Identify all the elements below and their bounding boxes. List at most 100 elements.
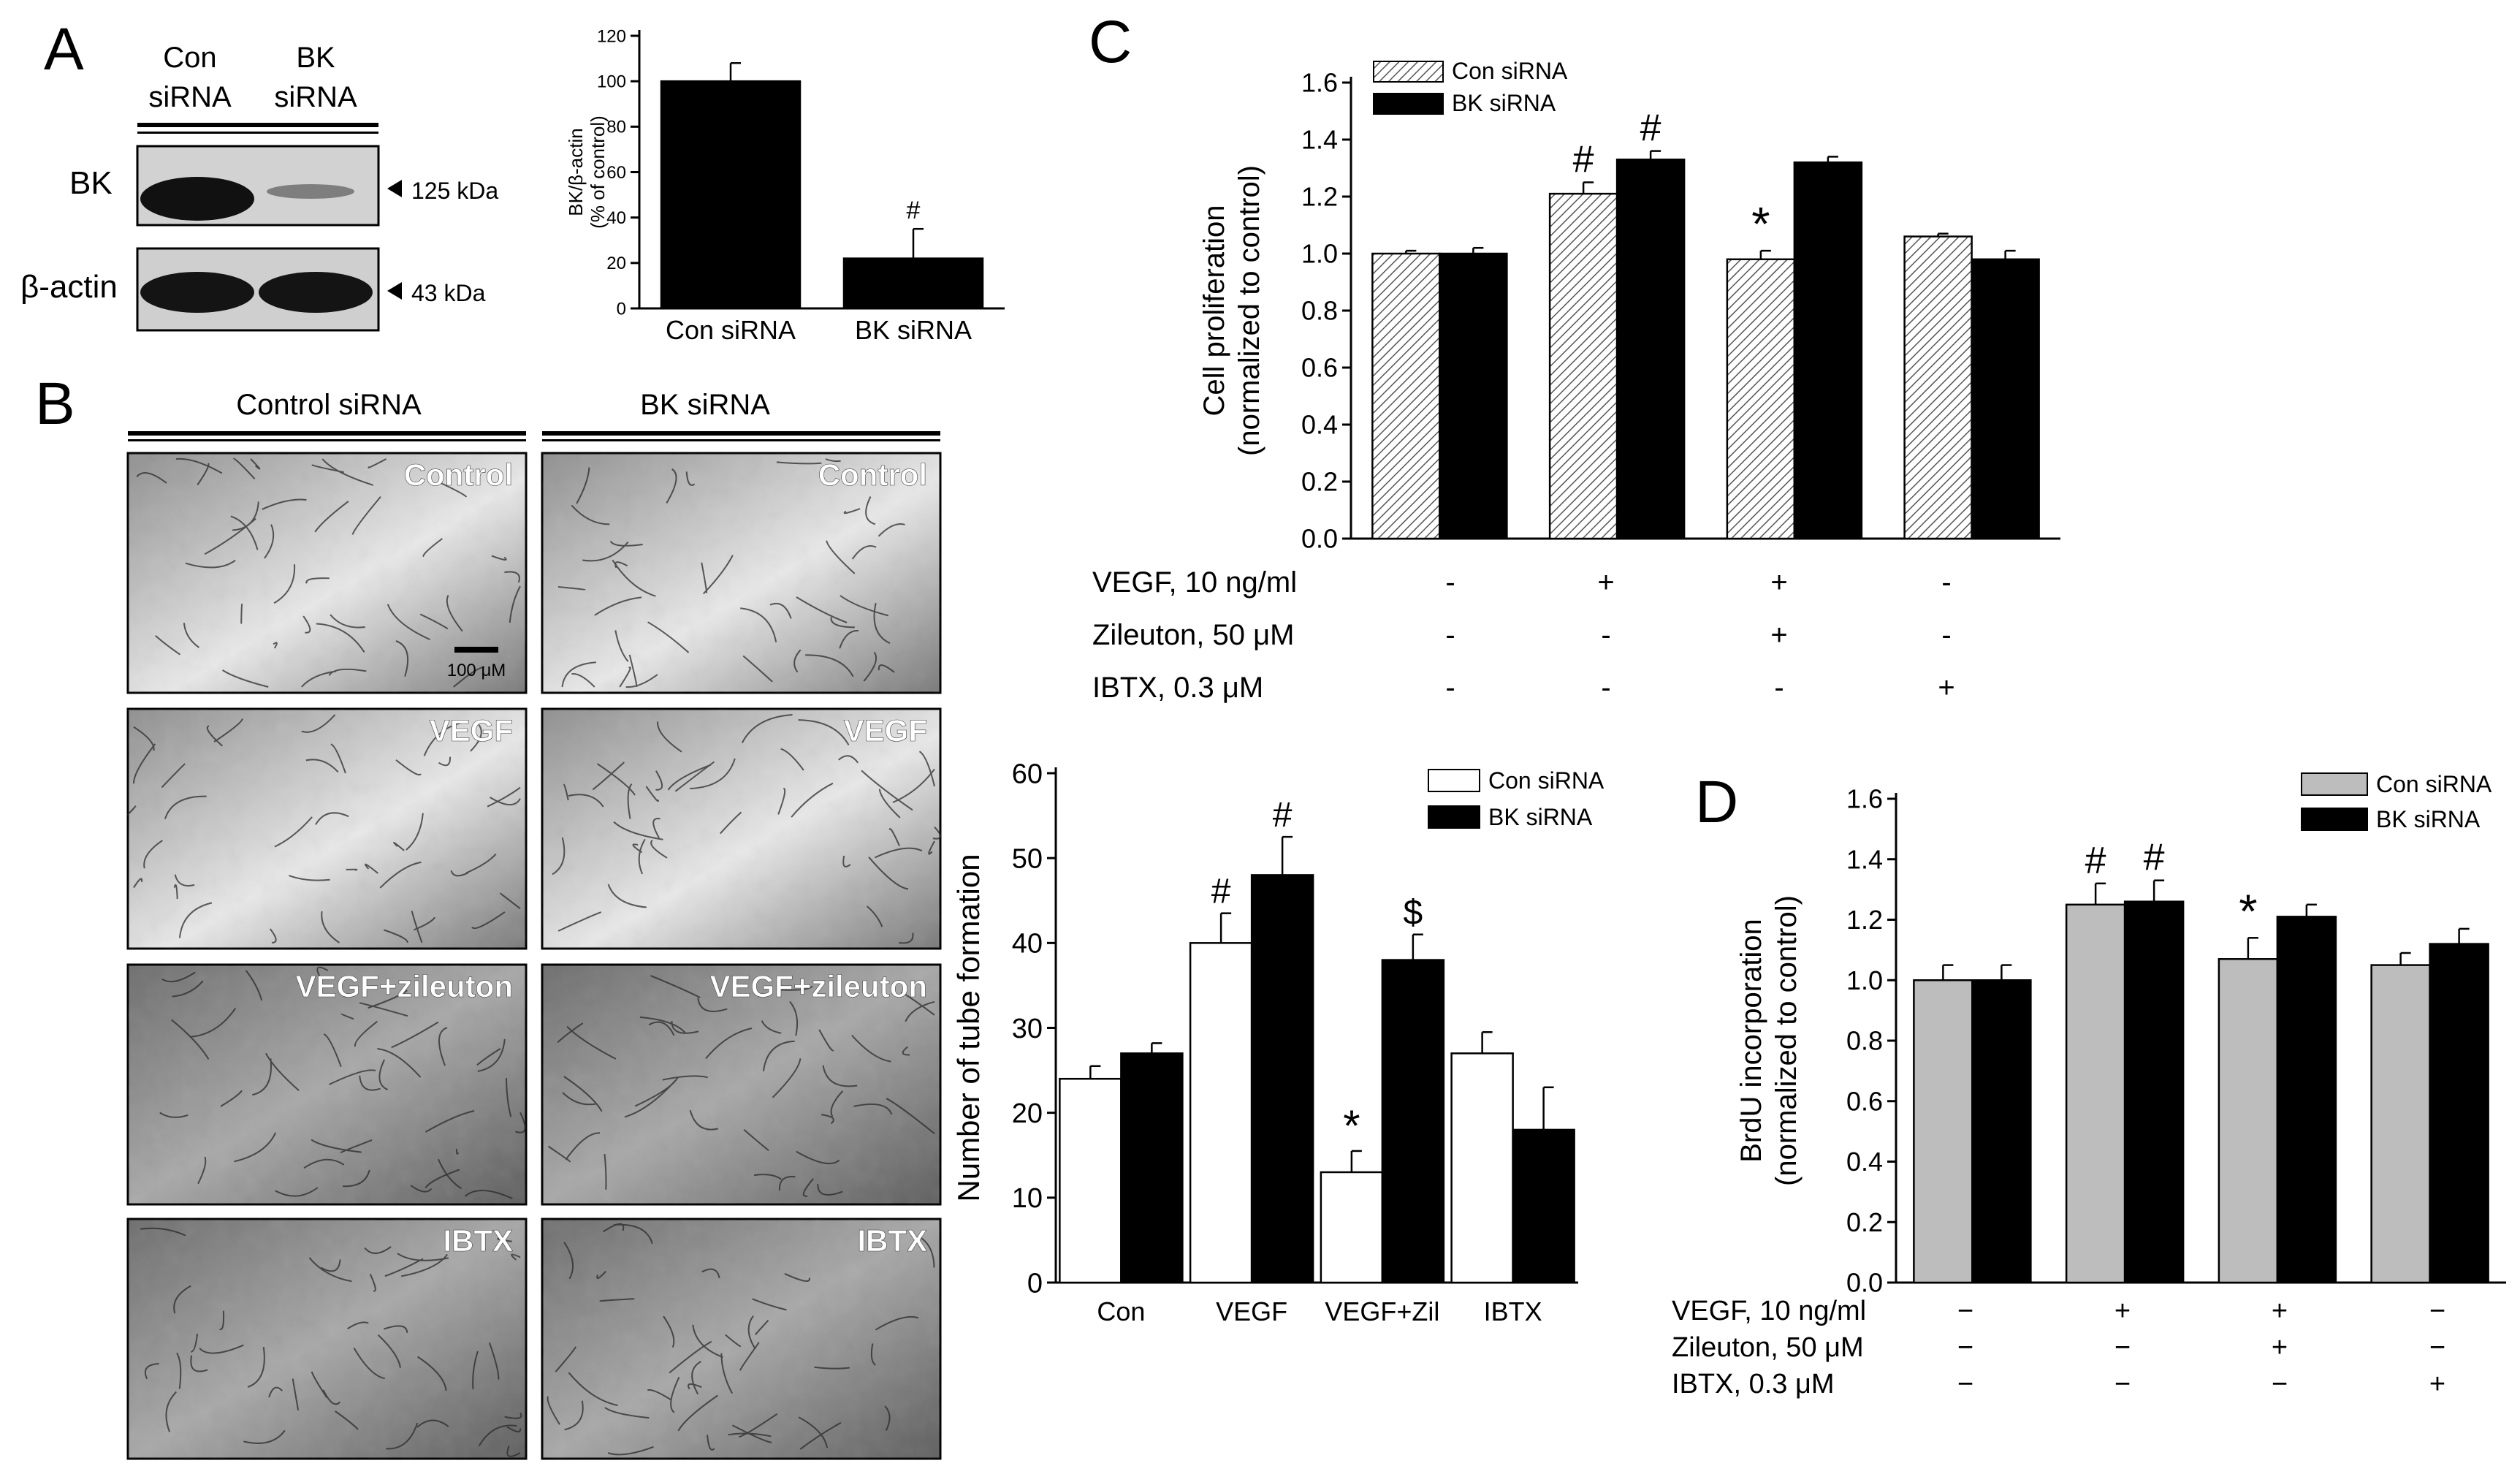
treatment-value: - [1445,566,1455,599]
bar [2429,943,2489,1284]
y-tick-label: 40 [1012,929,1043,960]
blot-size-bk: 125 kDa [411,178,498,204]
lane-label-bk-2: siRNA [274,81,357,113]
x-tick-label: VEGF+Zil [1325,1296,1439,1326]
significance-mark: $ [1404,894,1423,933]
treatment-value: - [1941,566,1951,599]
treatment-value: + [1770,619,1787,651]
y-tick-label: 120 [597,26,626,46]
panel-letter-b: B [35,371,75,437]
treatment-value: - [1601,672,1610,704]
y-tick-label: 100 [597,72,626,92]
x-tick-label: Con siRNA [666,315,796,345]
y-axis-label: BK/β-actin [565,128,587,216]
legend-label: BK siRNA [1488,804,1593,830]
y-tick-label: 1.2 [1301,182,1338,212]
treatment-value: + [1938,672,1954,704]
treatment-value: − [2114,1369,2131,1399]
y-tick-label: 1.0 [1301,239,1338,269]
micrograph-caption: VEGF+zileuton [295,969,513,1003]
y-axis-label: Number of tube formation [951,854,986,1201]
bar [1793,161,1863,540]
treatment-value: - [1445,672,1455,704]
y-axis-label: (normalized to control) [1233,165,1265,456]
y-tick-label: 0.8 [1301,296,1338,326]
scale-bar-label: 100 μM [447,661,506,680]
band-bk-bk [267,184,354,199]
bar [1913,979,1973,1284]
micrograph-grid: Control siRNA BK siRNA Control Control VEG… [126,389,942,1460]
significance-mark: # [1640,107,1661,150]
treatment-value: + [2272,1296,2288,1326]
arrow-icon [387,282,402,300]
bar [2123,900,2185,1284]
micrograph-texture [542,965,940,1204]
treatment-value: - [1941,619,1951,651]
significance-mark: # [1273,796,1293,835]
y-tick-label: 0.0 [1301,524,1338,554]
y-tick-label: 20 [1012,1098,1043,1129]
cell-network [547,975,935,1197]
y-axis-label: BrdU incorporation [1735,919,1767,1163]
y-tick-label: 20 [606,254,626,273]
y-tick-label: 60 [606,163,626,183]
treatment-value: + [2429,1369,2445,1399]
significance-mark: # [907,197,921,224]
significance-mark: # [2085,840,2106,882]
treatment-value: − [2272,1369,2288,1399]
y-tick-label: 80 [606,118,626,137]
bar [1903,235,1973,540]
blot-header-line [137,123,378,127]
treatment-value: + [2114,1296,2131,1326]
x-tick-label: IBTX [1484,1296,1542,1326]
col-divider-line [128,439,526,441]
micrograph-texture [542,709,940,949]
cell-network [127,714,521,943]
cell-network [136,457,521,688]
treatment-value: − [1957,1296,1973,1326]
col-divider-line [542,431,940,436]
scale-bar [454,647,498,653]
bar [2065,903,2126,1284]
y-axis-label: Cell proliferation [1198,205,1230,416]
y-tick-label: 1.0 [1846,965,1883,995]
y-tick-label: 0.6 [1301,353,1338,383]
bar [1120,1052,1184,1284]
treatment-value: − [2429,1296,2445,1326]
y-tick-label: 0.8 [1846,1026,1883,1056]
y-tick-label: 50 [1012,843,1043,874]
treatment-value: − [1957,1332,1973,1363]
bar [842,257,984,310]
y-tick-label: 30 [1012,1014,1043,1044]
micrograph-texture [542,1219,940,1459]
chart-tube-formation: 0 10 20 30 40 50 60 Number of tube formation # * #… [951,759,1604,1326]
bar [2218,958,2279,1284]
legend-swatch [1373,61,1444,83]
legend-swatch [2301,808,2368,831]
y-tick-label: 0.2 [1846,1207,1883,1237]
bar [660,80,802,310]
y-tick-label: 1.4 [1846,844,1883,874]
legend-label: Con siRNA [1488,767,1604,794]
y-axis-label: (% of control) [587,115,609,229]
band-bk-con [140,177,254,221]
blot-header-line-2 [137,132,378,134]
treatment-value: + [1770,566,1787,599]
treatment-table-c: VEGF, 10 ng/ml - + + - Zileuton, 50 μM - - + - IBT… [1092,566,1955,704]
bar [1189,942,1253,1284]
micrograph-texture [128,709,526,949]
legend-swatch [1428,805,1480,829]
y-tick-label: 1.6 [1301,68,1338,98]
micrograph-caption: Control [404,457,513,492]
bar [2370,964,2431,1284]
y-tick-label: 40 [606,208,626,228]
x-tick-label: Con [1097,1296,1145,1326]
treatment-value: − [2429,1332,2445,1363]
col-header-bk-sirna: BK siRNA [640,389,770,421]
y-tick-label: 1.6 [1846,784,1883,814]
band-actin-con [140,272,254,313]
treatment-row-label: VEGF, 10 ng/ml [1672,1296,1866,1326]
y-tick-label: 0 [617,299,626,319]
y-tick-label: 10 [1012,1183,1043,1214]
